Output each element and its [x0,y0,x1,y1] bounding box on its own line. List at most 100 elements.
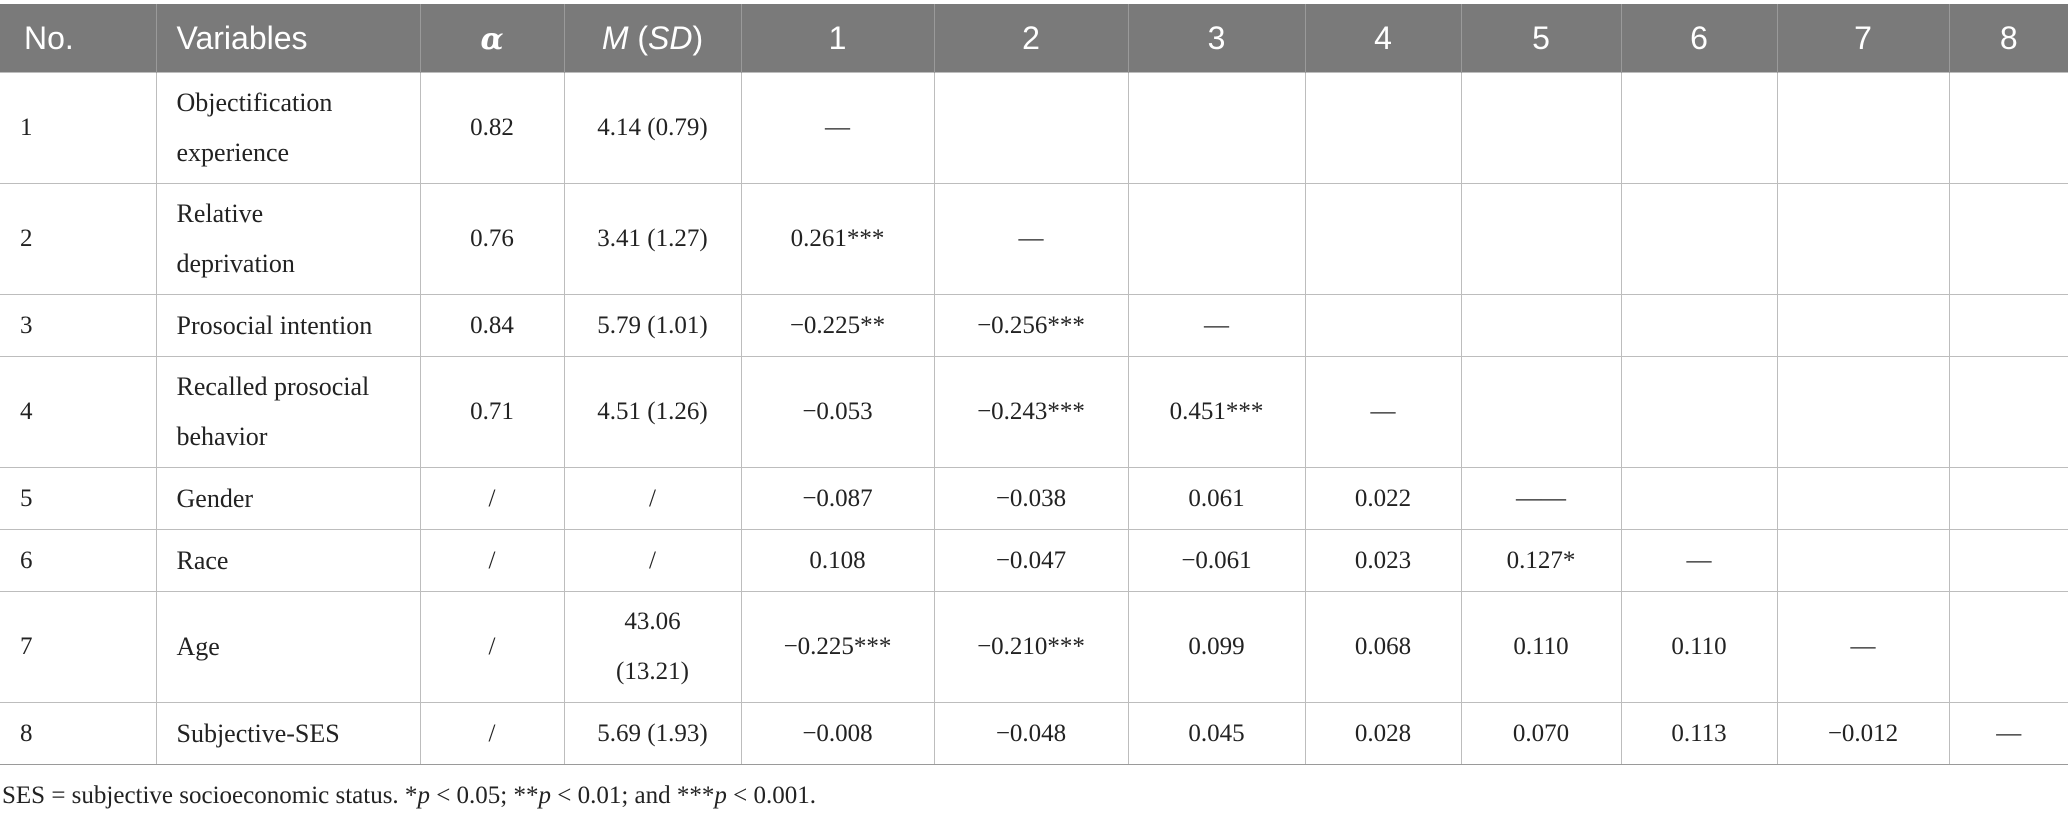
cell-alpha: 0.76 [419,183,565,295]
cell-r-5: 0.127* [1460,529,1622,592]
cell-r-6 [1620,467,1778,530]
cell-r-4: 0.023 [1304,529,1462,592]
header-row: No. Variables α M (SD) 1 2 3 4 5 6 7 8 [0,4,2068,73]
cell-r-6: 0.113 [1620,702,1778,765]
cell-r-2: −0.048 [933,702,1129,765]
variable-line-1: Recalled prosocial [176,372,370,401]
cell-r-7 [1776,467,1950,530]
cell-r-4 [1304,72,1462,184]
cell-mean-sd: 5.79 (1.01) [563,294,742,357]
note-part-1: SES = subjective socioeconomic status. * [2,782,418,809]
cell-r-8 [1948,591,2068,703]
cell-r-8 [1948,294,2068,357]
header-paren-close: ) [692,19,704,56]
cell-variable: Prosocial intention [155,294,421,357]
table-body: 1 Objectification experience 0.82 4.14 (0… [0,72,2068,765]
header-m: M [601,19,629,56]
header-alpha: α [419,4,564,73]
cell-r-5 [1460,183,1622,295]
alpha-symbol: α [480,21,504,57]
cell-r-2 [933,72,1129,184]
cell-r-7 [1776,529,1950,592]
cell-alpha: 0.84 [419,294,565,357]
cell-r-6 [1620,183,1778,295]
cell-variable: Age [155,591,421,703]
cell-r-1: — [740,72,935,184]
cell-no: 4 [0,356,157,468]
cell-r-8 [1948,183,2068,295]
header-mean-sd: M (SD) [563,4,741,73]
cell-r-1: −0.225** [740,294,935,357]
variable-line-2: behavior [176,422,268,451]
correlation-table: No. Variables α M (SD) 1 2 3 4 5 6 7 8 1… [0,4,2068,765]
cell-r-1: −0.053 [740,356,935,468]
cell-no: 6 [0,529,157,592]
msd-line-2: (13.21) [616,658,689,685]
note-part-2: < 0.05; ** [429,782,539,809]
table-row: 2 Relative deprivation 0.76 3.41 (1.27) 0… [0,183,2068,295]
table-row: 4 Recalled prosocial behavior 0.71 4.51 (… [0,356,2068,468]
cell-r-2: −0.256*** [933,294,1129,357]
cell-r-4: — [1304,356,1462,468]
cell-r-6: — [1620,529,1778,592]
cell-r-2: −0.047 [933,529,1129,592]
header-no: No. [0,4,156,73]
msd-line-1: 43.06 [624,608,681,635]
cell-r-8 [1948,356,2068,468]
cell-r-1: −0.087 [740,467,935,530]
header-col-1: 1 [740,4,934,73]
cell-r-6 [1620,294,1778,357]
cell-mean-sd: 4.51 (1.26) [563,356,742,468]
header-paren-open: ( [628,19,649,56]
cell-r-3: — [1127,294,1306,357]
cell-r-1: 0.108 [740,529,935,592]
variable-line-1: Relative [176,199,264,228]
cell-r-3 [1127,72,1306,184]
header-col-4: 4 [1304,4,1461,73]
note-p-1: p [417,782,430,809]
cell-r-3: 0.451*** [1127,356,1306,468]
cell-r-5: 0.070 [1460,702,1622,765]
header-col-7: 7 [1776,4,1949,73]
cell-r-3 [1127,183,1306,295]
cell-mean-sd: 3.41 (1.27) [563,183,742,295]
note-part-3: < 0.01; and *** [550,782,715,809]
cell-r-3: −0.061 [1127,529,1306,592]
cell-mean-sd: / [563,467,742,530]
cell-r-3: 0.061 [1127,467,1306,530]
table-row: 3 Prosocial intention 0.84 5.79 (1.01) −… [0,294,2068,357]
cell-alpha: 0.71 [419,356,565,468]
cell-r-2: −0.210*** [933,591,1129,703]
table-row: 8 Subjective-SES / 5.69 (1.93) −0.008 −0… [0,702,2068,765]
cell-mean-sd: 5.69 (1.93) [563,702,742,765]
cell-r-8 [1948,467,2068,530]
note-p-3: p [714,782,727,809]
cell-variable: Gender [155,467,421,530]
table-footnote: SES = subjective socioeconomic status. *… [2,782,816,810]
cell-variable: Recalled prosocial behavior [155,356,421,468]
cell-variable: Objectification experience [155,72,421,184]
cell-r-4: 0.022 [1304,467,1462,530]
cell-mean-sd: / [563,529,742,592]
cell-r-1: −0.225*** [740,591,935,703]
cell-r-1: 0.261*** [740,183,935,295]
cell-r-5: —— [1460,467,1622,530]
cell-no: 3 [0,294,157,357]
cell-r-2: −0.243*** [933,356,1129,468]
cell-alpha: / [419,467,565,530]
cell-r-7 [1776,294,1950,357]
table-row: 1 Objectification experience 0.82 4.14 (0… [0,72,2068,184]
cell-alpha: / [419,529,565,592]
table-header: No. Variables α M (SD) 1 2 3 4 5 6 7 8 [0,4,2068,73]
cell-r-7: — [1776,591,1950,703]
header-col-8: 8 [1948,4,2068,73]
cell-r-6 [1620,72,1778,184]
cell-no: 7 [0,591,157,703]
cell-r-8 [1948,529,2068,592]
cell-r-8: — [1948,702,2068,765]
note-p-2: p [538,782,551,809]
variable-line-2: deprivation [176,249,295,278]
cell-no: 8 [0,702,157,765]
cell-no: 5 [0,467,157,530]
cell-r-7 [1776,183,1950,295]
